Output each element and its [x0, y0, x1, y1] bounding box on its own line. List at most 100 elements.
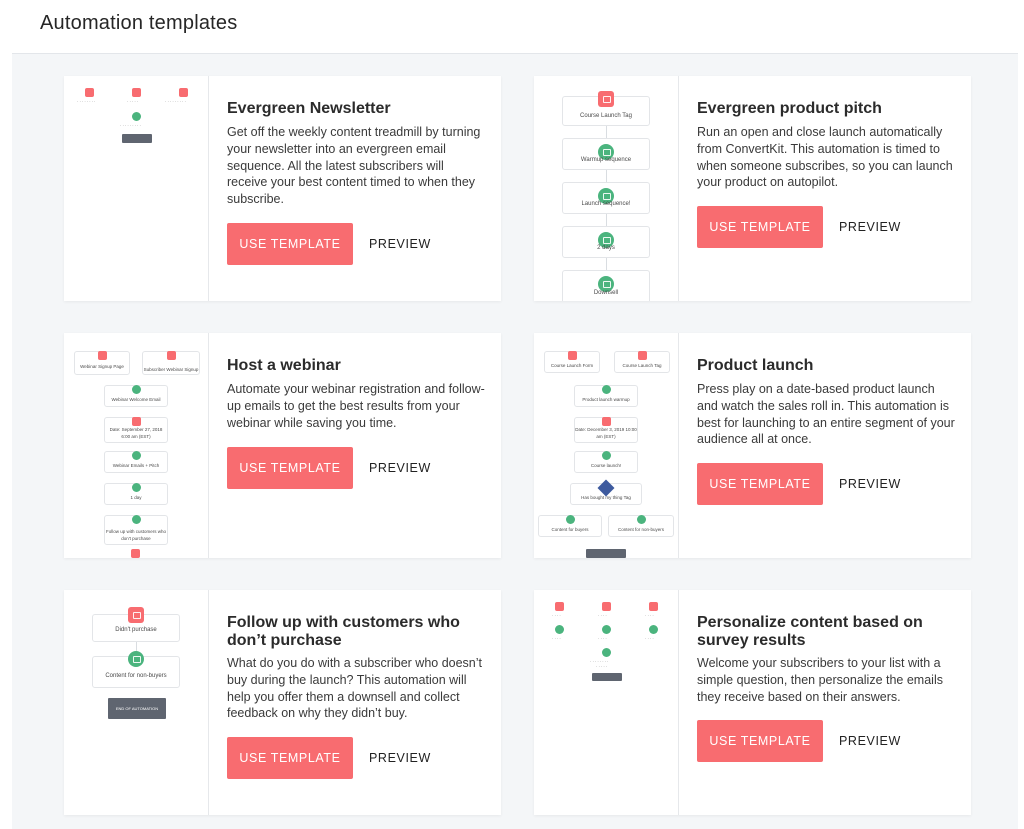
use-template-button[interactable]: USE TEMPLATE: [697, 720, 823, 762]
form-icon: [602, 602, 611, 611]
step-label: · · · · · · · ·: [590, 659, 609, 664]
template-info: Evergreen product pitch Run an open and …: [697, 76, 957, 301]
flow-node: Course Launch Tag: [562, 91, 650, 126]
form-icon: [85, 88, 94, 97]
flow-node-label: Downsell: [593, 290, 619, 296]
flow-node-label: Webinar Welcome Email: [111, 397, 161, 402]
email-icon: [602, 625, 611, 634]
preview-link[interactable]: PREVIEW: [369, 751, 431, 765]
flow-node: Course launch!: [574, 451, 638, 473]
form-icon: [568, 351, 577, 360]
flow-node: Content for non-buyers: [92, 651, 180, 688]
template-info: Evergreen Newsletter Get off the weekly …: [227, 76, 487, 301]
tag-icon: [167, 351, 176, 360]
flow-node-label: Course Launch Tag: [580, 113, 632, 119]
flow-node-label: Has bought my thing Tag: [581, 495, 631, 500]
flow-node: Product launch warmup: [574, 385, 638, 407]
flow-node: Date: September 27, 2018 6:00 am (EST): [104, 417, 168, 443]
template-info: Product launch Press play on a date-base…: [697, 333, 957, 558]
email-icon: [128, 651, 144, 667]
template-title: Personalize content based on survey resu…: [697, 614, 923, 649]
email-icon: [602, 385, 611, 394]
preview-link[interactable]: PREVIEW: [839, 220, 901, 234]
template-preview-diagram: Webinar Signup Page Subscriber Webinar S…: [64, 333, 209, 558]
flow-node: Course Launch Form: [544, 351, 600, 373]
flow-node-label: Content for non-buyers: [617, 527, 665, 532]
flow-node: Content for non-buyers: [608, 515, 674, 537]
step-label: · · · ·: [598, 636, 607, 641]
template-description: Welcome your subscribers to your list wi…: [697, 656, 943, 704]
flow-node-label: Didn't purchase: [115, 627, 157, 633]
template-card-host-a-webinar: Webinar Signup Page Subscriber Webinar S…: [64, 333, 501, 558]
flow-node-label: 2 days: [597, 245, 615, 251]
template-title: Host a webinar: [227, 357, 341, 374]
step-label: · · · · ·: [596, 664, 608, 669]
flow-connector: [606, 126, 607, 138]
template-description: What do you do with a subscriber who doe…: [227, 656, 482, 721]
template-description: Automate your webinar registration and f…: [227, 382, 485, 430]
step-label: · · · ·: [645, 636, 654, 641]
flow-node: Content for buyers: [538, 515, 602, 537]
flow-node-label: Content for buyers: [551, 527, 589, 532]
end-of-automation-pill: END OF AUTOMATION: [108, 698, 166, 719]
trigger-label: · · · ·: [645, 613, 654, 618]
email-icon: [566, 515, 575, 524]
use-template-button[interactable]: USE TEMPLATE: [227, 223, 353, 265]
trigger-label: · · · ·: [552, 613, 561, 618]
email-icon: [602, 451, 611, 460]
flow-node-label: Webinar Signup Page: [80, 364, 124, 369]
email-icon: [598, 144, 614, 160]
flow-node: Follow up with customers who don't purch…: [104, 515, 168, 545]
flow-node-label: Content for non-buyers: [105, 673, 167, 679]
flow-node: Course Launch Tag: [614, 351, 670, 373]
flow-node-label: Course Launch Form: [550, 363, 594, 368]
email-icon: [132, 451, 141, 460]
form-icon: [98, 351, 107, 360]
flow-node: Downsell: [562, 270, 650, 301]
flow-node-label: Date: September 27, 2018 6:00 am (EST): [109, 427, 163, 439]
template-title: Product launch: [697, 357, 814, 374]
email-icon: [555, 625, 564, 634]
flow-node-label: Warmup sequence: [580, 157, 632, 163]
flow-node: Warmup sequence: [562, 138, 650, 170]
preview-link[interactable]: PREVIEW: [839, 734, 901, 748]
template-preview-diagram: Course Launch Tag Warmup sequence Launch…: [534, 76, 679, 301]
template-preview-diagram: · · · · · · · · · · · · · · · · · · · · …: [64, 76, 209, 301]
flow-node-label: 1 day: [130, 495, 142, 500]
preview-link[interactable]: PREVIEW: [369, 461, 431, 475]
flow-node: Date: December 3, 2019 10:00 am (EST): [574, 417, 638, 443]
template-description: Press play on a date-based product launc…: [697, 382, 955, 447]
tag-icon: [638, 351, 647, 360]
form-icon: [649, 602, 658, 611]
trigger-label: · · · · · · · · ·: [165, 99, 186, 104]
template-description: Run an open and close launch automatical…: [697, 125, 953, 190]
flow-node: Webinar Emails + Pitch: [104, 451, 168, 473]
use-template-button[interactable]: USE TEMPLATE: [697, 463, 823, 505]
flow-node: Webinar Welcome Email: [104, 385, 168, 407]
calendar-icon: [132, 417, 141, 426]
template-title: Follow up with customers who don’t purch…: [227, 614, 460, 649]
use-template-button[interactable]: USE TEMPLATE: [697, 206, 823, 248]
preview-link[interactable]: PREVIEW: [839, 477, 901, 491]
template-card-evergreen-newsletter: · · · · · · · · · · · · · · · · · · · · …: [64, 76, 501, 301]
flow-node-label: Date: December 3, 2019 10:00 am (EST): [575, 427, 637, 439]
preview-link[interactable]: PREVIEW: [369, 237, 431, 251]
use-template-button[interactable]: USE TEMPLATE: [227, 737, 353, 779]
flow-node: Has bought my thing Tag: [570, 479, 642, 505]
use-template-button[interactable]: USE TEMPLATE: [227, 447, 353, 489]
template-title: Evergreen Newsletter: [227, 100, 391, 117]
end-of-automation-pill: [592, 673, 622, 681]
tag-icon: [131, 549, 140, 558]
template-info: Host a webinar Automate your webinar reg…: [227, 333, 487, 558]
page-header: Automation templates: [0, 0, 1024, 54]
email-icon: [598, 188, 614, 204]
template-description: Get off the weekly content treadmill by …: [227, 125, 481, 207]
flow-node-label: Product launch warmup: [582, 397, 630, 402]
trigger-label: · · · ·: [598, 613, 607, 618]
template-card-evergreen-product-pitch: Course Launch Tag Warmup sequence Launch…: [534, 76, 971, 301]
email-icon: [649, 625, 658, 634]
flow-node: 2 days: [562, 226, 650, 258]
step-label: · · · · · · · · ·: [120, 123, 141, 128]
template-info: Follow up with customers who don’t purch…: [227, 590, 487, 815]
email-icon: [132, 385, 141, 394]
